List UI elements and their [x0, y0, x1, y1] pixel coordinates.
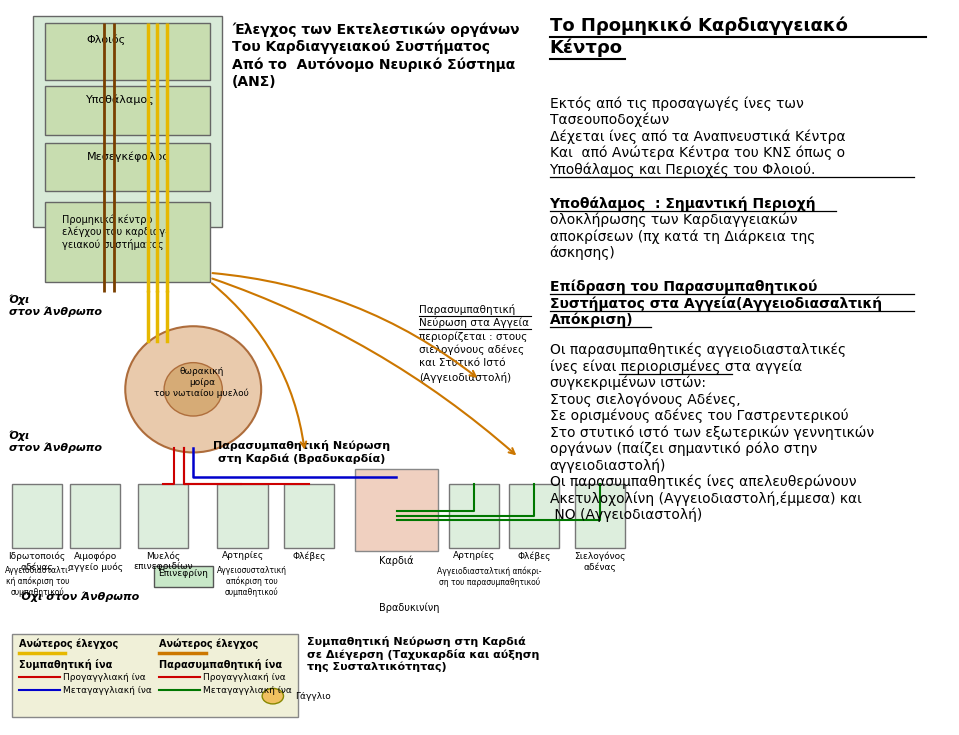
Text: Ακετυλοχολίνη (Αγγειοδιαστολή,έμμεσα) και: Ακετυλοχολίνη (Αγγειοδιαστολή,έμμεσα) κα…: [550, 491, 861, 506]
Text: Τασεουποδοχέων: Τασεουποδοχέων: [550, 112, 668, 127]
Text: Επίδραση του Παρασυμπαθητικού: Επίδραση του Παρασυμπαθητικού: [550, 279, 817, 294]
Text: Φλοιός: Φλοιός: [86, 35, 126, 45]
Bar: [45, 202, 210, 282]
Text: άσκησης): άσκησης): [550, 245, 616, 260]
Bar: [356, 469, 438, 551]
Text: Συμπαθητική ίνα: Συμπαθητική ίνα: [19, 659, 113, 670]
Text: Προγαγγλιακή ίνα: Προγαγγλιακή ίνα: [63, 673, 146, 682]
Text: Επινεφρίνη: Επινεφρίνη: [158, 570, 208, 578]
Text: (Αγγειοδιαστολή): (Αγγειοδιαστολή): [419, 372, 511, 383]
Bar: [33, 15, 222, 227]
Text: Ανώτερος έλεγχος: Ανώτερος έλεγχος: [159, 639, 259, 649]
Text: Παρασυμπαθητική: Παρασυμπαθητική: [419, 304, 516, 315]
Text: Και  από Ανώτερα Κέντρα του ΚΝΣ όπως ο: Και από Ανώτερα Κέντρα του ΚΝΣ όπως ο: [550, 146, 845, 160]
Text: Αιμοφόρο
αγγείο μυός: Αιμοφόρο αγγείο μυός: [68, 551, 123, 572]
Bar: [12, 484, 62, 548]
Text: περιορίζεται : στους: περιορίζεται : στους: [419, 331, 527, 342]
Text: Αρτηρίες: Αρτηρίες: [453, 551, 495, 561]
Text: Προμηκικό κέντρο
ελέγχου του καρδιαγ-
γειακού συστήματος: Προμηκικό κέντρο ελέγχου του καρδιαγ- γε…: [62, 215, 169, 250]
Bar: [218, 484, 268, 548]
Text: συγκεκριμένων ιστών:: συγκεκριμένων ιστών:: [550, 376, 706, 390]
Bar: [509, 484, 559, 548]
Text: Όχι στον Άνθρωπο: Όχι στον Άνθρωπο: [21, 591, 140, 602]
Text: σιελογόνους αδένες: σιελογόνους αδένες: [419, 345, 525, 355]
Text: Φλέβες: Φλέβες: [292, 551, 325, 561]
Text: Δέχεται ίνες από τα Αναπνευστικά Κέντρα: Δέχεται ίνες από τα Αναπνευστικά Κέντρα: [550, 129, 845, 143]
Bar: [45, 143, 210, 191]
Text: Συστήματος στα Αγγεία(Αγγειοδιασαλτική: Συστήματος στα Αγγεία(Αγγειοδιασαλτική: [550, 296, 881, 311]
Text: Υποθάλαμος  : Σημαντική Περιοχή: Υποθάλαμος : Σημαντική Περιοχή: [550, 196, 816, 211]
Bar: [449, 484, 499, 548]
Text: θωρακική
μοίρα
του νωτιαίου μυελού: θωρακική μοίρα του νωτιαίου μυελού: [154, 368, 249, 398]
Text: ίνες είναι περιορισμένες στα αγγεία: ίνες είναι περιορισμένες στα αγγεία: [550, 359, 802, 374]
Text: Αγγειοδιασταλτική απόκρι-
ση του παρασυμπαθητικού: Αγγειοδιασταλτική απόκρι- ση του παρασυμ…: [437, 566, 542, 587]
Text: Όχι
στον Άνθρωπο: Όχι στον Άνθρωπο: [9, 430, 102, 453]
Bar: [574, 484, 625, 548]
Text: Μεταγαγγλιακή ίνα: Μεταγαγγλιακή ίνα: [203, 686, 292, 695]
Text: Γάγγλιο: Γάγγλιο: [295, 692, 331, 701]
Text: Υποθάλαμος και Περιοχές του Φλοιού.: Υποθάλαμος και Περιοχές του Φλοιού.: [550, 162, 816, 176]
Text: Στους σιελογόνους Αδένες,: Στους σιελογόνους Αδένες,: [550, 392, 740, 406]
Text: Μεσεγκέφαλος: Μεσεγκέφαλος: [86, 151, 169, 162]
Bar: [45, 24, 210, 79]
Text: Απόκριση): Απόκριση): [550, 312, 633, 327]
Text: Οι παρασυμπαθητικές αγγειοδιασταλτικές: Οι παρασυμπαθητικές αγγειοδιασταλτικές: [550, 343, 846, 357]
Text: και Στυτικό Ιστό: και Στυτικό Ιστό: [419, 358, 506, 368]
Text: Του Καρδιαγγειακού Συστήματος: Του Καρδιαγγειακού Συστήματος: [232, 40, 490, 54]
Bar: [154, 566, 213, 587]
Text: οργάνων (παίζει σημαντικό ρόλο στην: οργάνων (παίζει σημαντικό ρόλο στην: [550, 442, 817, 456]
Ellipse shape: [262, 689, 284, 704]
Text: Συμπαθητική Νεύρωση στη Καρδιά
σε Διέγερση (Ταχυκαρδία και αύξηση
της Συσταλτικό: Συμπαθητική Νεύρωση στη Καρδιά σε Διέγερ…: [307, 636, 539, 672]
Bar: [284, 484, 334, 548]
Text: (ΑΝΣ): (ΑΝΣ): [232, 75, 277, 89]
Text: Φλέβες: Φλέβες: [517, 551, 550, 561]
Text: Μυελός
επινεφριδίων: Μυελός επινεφριδίων: [133, 551, 193, 571]
Text: Εκτός από τις προσαγωγές ίνες των: Εκτός από τις προσαγωγές ίνες των: [550, 96, 804, 111]
Bar: [45, 87, 210, 135]
Text: Οι παρασυμπαθητικές ίνες απελευθερώνουν: Οι παρασυμπαθητικές ίνες απελευθερώνουν: [550, 475, 856, 490]
Text: αγγειοδιαστολή): αγγειοδιαστολή): [550, 459, 666, 473]
Text: Υποθάλαμος: Υποθάλαμος: [86, 95, 155, 105]
Text: Σε ορισμένους αδένες του Γαστρεντερικού: Σε ορισμένους αδένες του Γαστρεντερικού: [550, 409, 848, 423]
Text: αποκρίσεων (πχ κατά τη Διάρκεια της: αποκρίσεων (πχ κατά τη Διάρκεια της: [550, 229, 815, 243]
Text: ΝΟ (Αγγειοδιαστολή): ΝΟ (Αγγειοδιαστολή): [550, 508, 702, 523]
Text: Όχι
στον Άνθρωπο: Όχι στον Άνθρωπο: [9, 294, 102, 317]
Text: Κέντρο: Κέντρο: [550, 39, 622, 57]
Bar: [138, 484, 188, 548]
Text: Παρασυμπαθητική Νεύρωση
στη Καρδιά (Βραδυκαρδία): Παρασυμπαθητική Νεύρωση στη Καρδιά (Βραδ…: [213, 440, 389, 464]
Text: Αγγειοδιασταλτι-
κή απόκριση του
συμπαθητικού: Αγγειοδιασταλτι- κή απόκριση του συμπαθη…: [5, 566, 71, 597]
Bar: [70, 484, 121, 548]
Bar: [12, 634, 298, 717]
Text: Προγαγγλιακή ίνα: Προγαγγλιακή ίνα: [203, 673, 286, 682]
Text: Ανώτερος έλεγχος: Ανώτερος έλεγχος: [19, 639, 119, 649]
Text: Αγγειοσυσταλτική
απόκριση του
συμπαθητικού: Αγγειοσυσταλτική απόκριση του συμπαθητικ…: [217, 566, 287, 597]
Text: Σιελογόνος
αδένας: Σιελογόνος αδένας: [574, 551, 625, 572]
Text: Καρδιά: Καρδιά: [380, 556, 414, 566]
Text: Βραδυκινίνη: Βραδυκινίνη: [380, 603, 440, 614]
Text: Από το  Αυτόνομο Νευρικό Σύστημα: Από το Αυτόνομο Νευρικό Σύστημα: [232, 57, 515, 72]
Text: Ιδρωτοποιός
αδένας: Ιδρωτοποιός αδένας: [9, 551, 65, 572]
Text: Έλεγχος των Εκτελεστικών οργάνων: Έλεγχος των Εκτελεστικών οργάνων: [232, 22, 520, 37]
Ellipse shape: [164, 362, 222, 416]
Text: Αρτηρίες: Αρτηρίες: [222, 551, 264, 561]
Text: Το Προμηκικό Καρδιαγγειακό: Το Προμηκικό Καρδιαγγειακό: [550, 16, 848, 35]
Text: Στο στυτικό ιστό των εξωτερικών γεννητικών: Στο στυτικό ιστό των εξωτερικών γεννητικ…: [550, 426, 874, 440]
Text: Παρασυμπαθητική ίνα: Παρασυμπαθητική ίνα: [159, 659, 282, 670]
Text: Νεύρωση στα Αγγεία: Νεύρωση στα Αγγεία: [419, 318, 529, 328]
Text: ολοκλήρωσης των Καρδιαγγειακών: ολοκλήρωσης των Καρδιαγγειακών: [550, 212, 797, 227]
Text: Μεταγαγγλιακή ίνα: Μεταγαγγλιακή ίνα: [63, 686, 152, 695]
Ellipse shape: [126, 326, 261, 453]
